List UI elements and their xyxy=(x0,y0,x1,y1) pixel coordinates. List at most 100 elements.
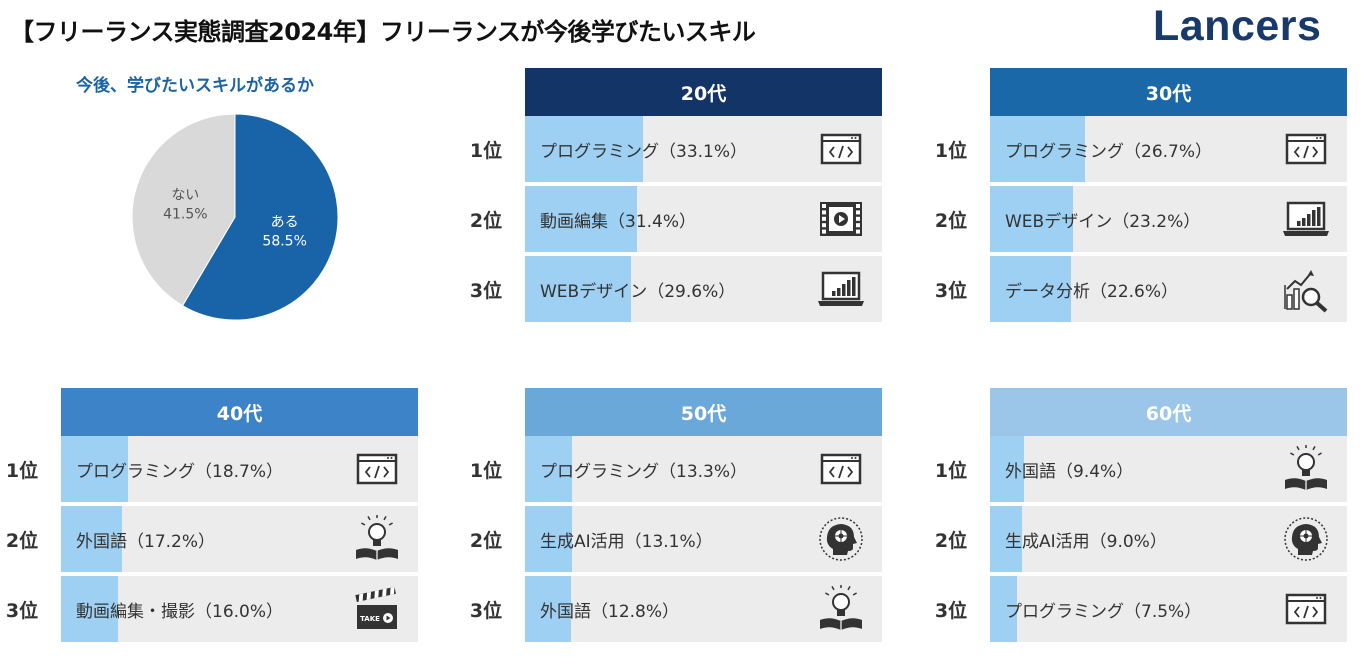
ai-head-icon xyxy=(819,517,863,561)
ranking-row: 外国語（9.4%） xyxy=(990,436,1347,502)
skill-icon-wrapper xyxy=(816,195,866,243)
pie-chart-title: 今後、学びたいスキルがあるか xyxy=(76,76,314,96)
rank-label: 3位 xyxy=(5,599,39,622)
skill-label: 生成AI活用（13.1%） xyxy=(540,531,713,552)
pie-slice-value: 41.5% xyxy=(163,206,207,222)
rank-label: 1位 xyxy=(934,459,968,482)
lancers-logo: Lancers xyxy=(1153,2,1322,50)
ranking-row: プログラミング（26.7%） xyxy=(990,116,1347,182)
code-window-icon xyxy=(820,133,862,165)
skill-label: 動画編集・撮影（16.0%） xyxy=(76,601,284,622)
ranking-bar xyxy=(525,436,573,502)
code-window-icon xyxy=(820,453,862,485)
ranking-panel: 40代 1位 プログラミング（18.7%） 2位 外国語（17.2%） 3位 動画編集・撮影… xyxy=(0,388,437,644)
laptop-chart-icon xyxy=(818,271,864,306)
ranking-bar xyxy=(990,576,1017,642)
age-group-header: 40代 xyxy=(61,388,418,436)
skill-label: WEBデザイン（23.2%） xyxy=(1005,211,1201,232)
svg-text:TAKE: TAKE xyxy=(360,615,380,623)
film-strip-icon xyxy=(820,202,862,236)
skill-label: 生成AI活用（9.0%） xyxy=(1005,531,1167,552)
code-window-icon xyxy=(820,453,862,485)
skill-label: 動画編集（31.4%） xyxy=(540,211,697,232)
ranking-bar xyxy=(525,576,571,642)
pie-slice-no xyxy=(131,113,236,307)
pie-slice-value: 58.5% xyxy=(262,234,306,250)
age-group-header: 60代 xyxy=(990,388,1347,436)
clapperboard-icon: TAKE xyxy=(355,586,397,629)
lightbulb-book-icon xyxy=(356,515,398,560)
skill-icon-wrapper xyxy=(352,445,402,493)
skill-icon-wrapper xyxy=(352,515,402,563)
age-group-header: 30代 xyxy=(990,68,1347,116)
pie-slice-yes xyxy=(181,113,339,321)
laptop-chart-icon xyxy=(1283,201,1329,236)
code-window-icon xyxy=(820,133,862,165)
ranking-panel: 60代 1位 外国語（9.4%） 2位 生成AI活用（9.0%） 3位 プログラミング（7.… xyxy=(926,388,1363,644)
rank-label: 3位 xyxy=(469,279,503,302)
code-window-icon xyxy=(1285,593,1327,625)
film-strip-icon xyxy=(820,202,862,236)
ranking-row: 動画編集・撮影（16.0%） TAKE xyxy=(61,576,418,642)
ranking-bar xyxy=(525,256,631,322)
ranking-bar xyxy=(525,506,572,572)
ranking-bar xyxy=(990,116,1086,182)
code-window-icon xyxy=(356,453,398,485)
ranking-row: データ分析（22.6%） xyxy=(990,256,1347,322)
skill-label: プログラミング（13.3%） xyxy=(540,461,748,482)
skill-icon-wrapper xyxy=(1281,515,1331,563)
skill-label: プログラミング（18.7%） xyxy=(76,461,284,482)
code-window-icon xyxy=(1285,133,1327,165)
rank-label: 1位 xyxy=(469,459,503,482)
skill-label: プログラミング（26.7%） xyxy=(1005,141,1213,162)
pie-chart: ある 58.5% ない 41.5% xyxy=(131,113,339,321)
ranking-bar xyxy=(61,506,123,572)
ranking-bar xyxy=(525,186,638,252)
ranking-row: プログラミング（18.7%） xyxy=(61,436,418,502)
ranking-row: 生成AI活用（13.1%） xyxy=(525,506,882,572)
code-window-icon xyxy=(1285,593,1327,625)
ranking-bar xyxy=(525,116,644,182)
rank-label: 2位 xyxy=(934,209,968,232)
rank-label: 2位 xyxy=(469,529,503,552)
ranking-panel: 50代 1位 プログラミング（13.3%） 2位 生成AI活用（13.1%） 3位 外国語（… xyxy=(461,388,901,644)
skill-label: WEBデザイン（29.6%） xyxy=(540,281,736,302)
age-group-header: 50代 xyxy=(525,388,882,436)
skill-icon-wrapper xyxy=(816,125,866,173)
lightbulb-book-icon xyxy=(1285,445,1327,490)
skill-icon-wrapper xyxy=(1281,445,1331,493)
skill-icon-wrapper xyxy=(816,445,866,493)
skill-icon-wrapper xyxy=(1281,585,1331,633)
rank-label: 3位 xyxy=(469,599,503,622)
age-group-header: 20代 xyxy=(525,68,882,116)
ranking-bar xyxy=(990,506,1023,572)
rank-label: 1位 xyxy=(934,139,968,162)
ai-head-icon xyxy=(1284,517,1328,561)
ranking-bar xyxy=(61,436,128,502)
ranking-bar xyxy=(990,186,1073,252)
ranking-panel: 20代 1位 プログラミング（33.1%） 2位 動画編集（31.4%） 3位 WEBデザイ… xyxy=(461,68,901,324)
ranking-row: プログラミング（13.3%） xyxy=(525,436,882,502)
page-title: 【フリーランス実態調査2024年】フリーランスが今後学びたいスキル xyxy=(10,18,756,46)
ranking-panel: 30代 1位 プログラミング（26.7%） 2位 WEBデザイン（23.2%） 3位 データ… xyxy=(926,68,1363,324)
lightbulb-book-icon xyxy=(820,585,862,630)
ranking-row: 動画編集（31.4%） xyxy=(525,186,882,252)
code-window-icon xyxy=(356,453,398,485)
clapperboard-icon: TAKE xyxy=(355,586,397,629)
skill-icon-wrapper xyxy=(816,515,866,563)
ranking-bar xyxy=(61,576,119,642)
rank-label: 2位 xyxy=(934,529,968,552)
skill-icon-wrapper xyxy=(1281,195,1331,243)
skill-icon-wrapper xyxy=(1281,265,1331,313)
skill-label: 外国語（12.8%） xyxy=(540,601,680,622)
ranking-bar xyxy=(990,256,1071,322)
ai-head-icon xyxy=(1284,517,1328,561)
code-window-icon xyxy=(1285,133,1327,165)
ranking-row: WEBデザイン（23.2%） xyxy=(990,186,1347,252)
skill-icon-wrapper xyxy=(1281,125,1331,173)
skill-icon-wrapper xyxy=(816,265,866,313)
skill-label: 外国語（17.2%） xyxy=(76,531,216,552)
pie-slice-label: ない xyxy=(171,187,199,203)
ranking-bar xyxy=(990,436,1024,502)
skill-icon-wrapper xyxy=(816,585,866,633)
